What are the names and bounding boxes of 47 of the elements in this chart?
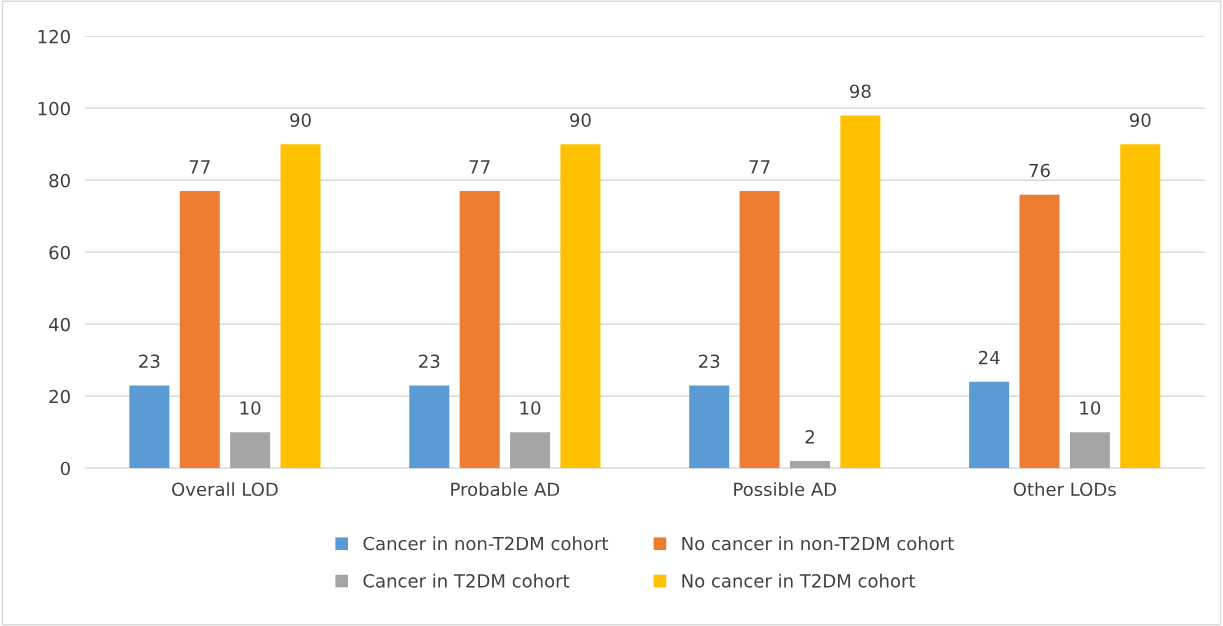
y-tick-label: 20 <box>49 389 70 404</box>
bar <box>129 385 170 469</box>
bar <box>280 144 321 469</box>
data-label: 90 <box>290 113 311 127</box>
bar <box>789 461 830 469</box>
x-tick-label: Probable AD <box>451 482 560 497</box>
data-label: 90 <box>570 113 591 127</box>
y-tick-label: 120 <box>38 29 70 44</box>
data-label: 10 <box>240 401 261 415</box>
y-tick-label: 80 <box>49 173 70 188</box>
y-tick-label: 40 <box>49 317 70 332</box>
x-tick-label: Possible AD <box>734 482 837 497</box>
data-label: 2 <box>805 430 814 444</box>
bar <box>739 191 780 469</box>
bar <box>1019 194 1060 469</box>
legend-label: No cancer in T2DM cohort <box>682 573 916 588</box>
y-tick-label: 60 <box>49 245 70 260</box>
y-tick-label: 0 <box>60 461 70 476</box>
x-tick-label: Overall LOD <box>172 482 278 497</box>
data-label: 10 <box>1080 401 1101 415</box>
bar <box>840 115 881 469</box>
legend-label: No cancer in non-T2DM cohort <box>682 536 954 551</box>
data-label: 77 <box>749 160 770 174</box>
bar <box>230 432 271 469</box>
data-label: 98 <box>850 84 871 99</box>
bar <box>1120 144 1161 469</box>
legend-label: Cancer in T2DM cohort <box>363 573 570 588</box>
data-label: 24 <box>978 350 1000 365</box>
bar <box>969 381 1010 469</box>
bar <box>560 144 601 469</box>
data-label: 23 <box>419 354 440 369</box>
bar <box>510 432 551 469</box>
data-label: 23 <box>139 354 160 369</box>
data-label: 23 <box>699 354 720 369</box>
bar <box>1069 432 1110 469</box>
data-label: 76 <box>1029 163 1050 178</box>
bar <box>459 191 500 469</box>
x-tick-label: Other LODs <box>1013 482 1116 497</box>
legend-label: Cancer in non-T2DM cohort <box>363 536 609 551</box>
bar <box>689 385 730 469</box>
data-label: 90 <box>1129 113 1151 127</box>
data-label: 77 <box>469 160 490 174</box>
bar <box>409 385 450 469</box>
data-label: 10 <box>520 401 541 415</box>
data-label: 77 <box>189 160 210 174</box>
y-tick-label: 100 <box>38 101 70 116</box>
bar <box>179 191 220 469</box>
